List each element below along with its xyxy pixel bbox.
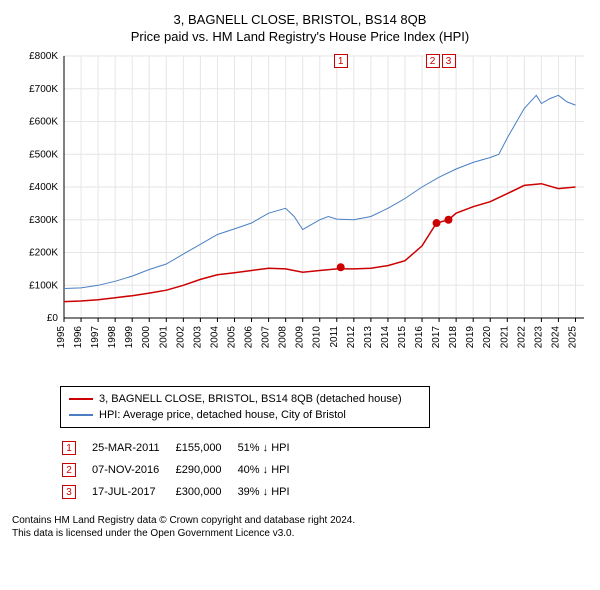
svg-text:£600K: £600K (29, 117, 58, 128)
svg-text:2024: 2024 (550, 326, 561, 349)
svg-text:2000: 2000 (141, 326, 152, 349)
svg-text:£100K: £100K (29, 280, 58, 291)
legend-row-hpi: HPI: Average price, detached house, City… (69, 407, 421, 423)
event-date: 07-NOV-2016 (92, 460, 174, 480)
svg-text:2020: 2020 (482, 326, 493, 349)
svg-text:2013: 2013 (363, 326, 374, 349)
svg-text:2008: 2008 (278, 326, 289, 349)
legend-swatch (69, 398, 93, 400)
chart-marker-label: 3 (442, 54, 456, 68)
svg-text:2006: 2006 (244, 326, 255, 349)
svg-text:2025: 2025 (567, 326, 578, 349)
chart-title-subtitle: Price paid vs. HM Land Registry's House … (12, 29, 588, 44)
event-price: £300,000 (176, 482, 236, 502)
svg-text:£500K: £500K (29, 149, 58, 160)
svg-text:2003: 2003 (192, 326, 203, 349)
svg-text:£0: £0 (47, 313, 59, 324)
legend-row-price-paid: 3, BAGNELL CLOSE, BRISTOL, BS14 8QB (det… (69, 391, 421, 407)
svg-text:2021: 2021 (499, 326, 510, 349)
footer-line: This data is licensed under the Open Gov… (12, 527, 588, 540)
svg-text:£300K: £300K (29, 215, 58, 226)
chart-marker-label: 1 (334, 54, 348, 68)
price-chart: £0 £100K £200K £300K £400K £500K £600K £700K £80… (12, 48, 588, 378)
svg-text:2023: 2023 (533, 326, 544, 349)
svg-text:£200K: £200K (29, 248, 58, 259)
legend-label: 3, BAGNELL CLOSE, BRISTOL, BS14 8QB (det… (99, 393, 402, 405)
event-price: £155,000 (176, 438, 236, 458)
svg-text:2014: 2014 (380, 326, 391, 349)
title-block: 3, BAGNELL CLOSE, BRISTOL, BS14 8QB Pric… (12, 12, 588, 44)
svg-text:2005: 2005 (226, 326, 237, 349)
svg-text:2018: 2018 (448, 326, 459, 349)
svg-text:2015: 2015 (397, 326, 408, 349)
svg-text:1996: 1996 (73, 326, 84, 349)
svg-text:£800K: £800K (29, 51, 58, 62)
event-delta: 51% ↓ HPI (238, 438, 304, 458)
legend: 3, BAGNELL CLOSE, BRISTOL, BS14 8QB (det… (60, 386, 430, 428)
event-delta: 39% ↓ HPI (238, 482, 304, 502)
event-price: £290,000 (176, 460, 236, 480)
svg-text:1997: 1997 (90, 326, 101, 349)
svg-text:£400K: £400K (29, 182, 58, 193)
svg-text:1998: 1998 (107, 326, 118, 349)
legend-swatch (69, 414, 93, 416)
svg-text:2001: 2001 (158, 326, 169, 349)
svg-text:2010: 2010 (312, 326, 323, 349)
event-row: 1 25-MAR-2011£155,00051% ↓ HPI (62, 438, 304, 458)
chart-marker-label: 2 (426, 54, 440, 68)
svg-text:2017: 2017 (431, 326, 442, 349)
event-date: 17-JUL-2017 (92, 482, 174, 502)
event-date: 25-MAR-2011 (92, 438, 174, 458)
events-table: 1 25-MAR-2011£155,00051% ↓ HPI 2 07-NOV-201… (60, 436, 306, 504)
svg-text:£700K: £700K (29, 84, 58, 95)
event-row: 2 07-NOV-2016£290,00040% ↓ HPI (62, 460, 304, 480)
svg-text:2002: 2002 (175, 326, 186, 349)
svg-text:2007: 2007 (261, 326, 272, 349)
svg-text:2016: 2016 (414, 326, 425, 349)
svg-text:2012: 2012 (346, 326, 357, 349)
event-delta: 40% ↓ HPI (238, 460, 304, 480)
svg-text:2004: 2004 (209, 326, 220, 349)
legend-label: HPI: Average price, detached house, City… (99, 409, 346, 421)
svg-text:2022: 2022 (516, 326, 527, 349)
footer-attribution: Contains HM Land Registry data © Crown c… (12, 514, 588, 540)
svg-text:1999: 1999 (124, 326, 135, 349)
event-marker: 2 (62, 463, 76, 477)
svg-text:2011: 2011 (329, 326, 340, 348)
event-row: 3 17-JUL-2017£300,00039% ↓ HPI (62, 482, 304, 502)
svg-text:2009: 2009 (295, 326, 306, 349)
svg-text:1995: 1995 (56, 326, 67, 349)
footer-line: Contains HM Land Registry data © Crown c… (12, 514, 588, 527)
chart-container: £0 £100K £200K £300K £400K £500K £600K £700K £80… (12, 48, 588, 378)
svg-text:2019: 2019 (465, 326, 476, 349)
event-marker: 3 (62, 485, 76, 499)
event-marker: 1 (62, 441, 76, 455)
chart-title-address: 3, BAGNELL CLOSE, BRISTOL, BS14 8QB (12, 12, 588, 27)
